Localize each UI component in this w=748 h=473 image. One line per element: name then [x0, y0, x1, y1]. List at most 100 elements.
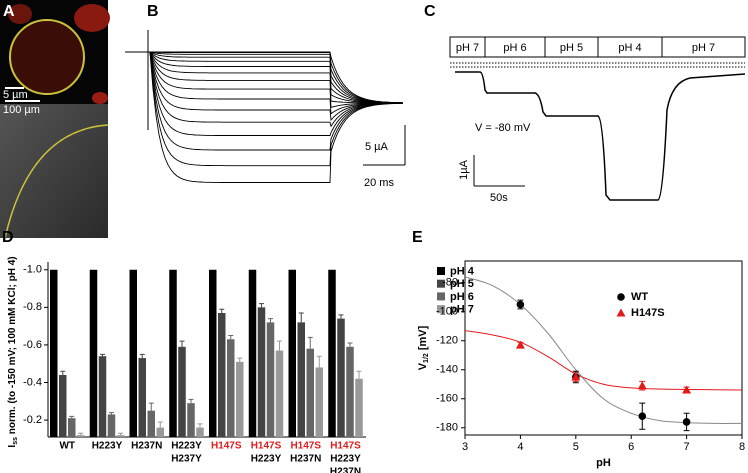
legend-label: H147S	[631, 307, 665, 319]
data-point	[682, 418, 691, 426]
y-axis-label: Iss norm. (to -150 mV; 100 mM KCl; pH 4)	[7, 256, 20, 447]
current-trace	[148, 51, 404, 104]
error-bar	[197, 423, 203, 428]
current-trace	[148, 51, 404, 167]
current-trace	[148, 51, 404, 128]
y-tick-label: -0.4	[23, 376, 42, 388]
legend-swatch	[437, 279, 445, 288]
bar	[187, 403, 195, 437]
legend-label: pH 5	[450, 278, 474, 290]
solution-label: pH 4	[618, 42, 641, 54]
current-trace	[148, 51, 403, 136]
x-tick-label: H223Y	[171, 441, 202, 452]
x-tick-label: WT	[59, 441, 75, 452]
scale-label: 20 ms	[364, 177, 394, 189]
bar	[288, 269, 296, 437]
x-tick-label: H147S	[330, 441, 361, 452]
panel-d: D Iss norm. (to -150 mV; 100 mM KCl; pH 4…	[2, 229, 475, 473]
x-tick-label: H237N	[330, 467, 361, 473]
x-tick-label: H223Y	[251, 454, 282, 465]
scale-label: 5 µm	[3, 89, 28, 101]
error-bar	[277, 340, 282, 351]
current-trace	[148, 51, 403, 115]
voltage-label: V = -80 mV	[475, 122, 531, 134]
panel-label: B	[147, 3, 159, 20]
current-trace	[148, 51, 403, 104]
bar	[266, 322, 275, 437]
bar	[116, 435, 125, 437]
y-tick-label: -80	[442, 277, 458, 289]
data-point	[516, 300, 525, 309]
micrograph	[0, 104, 108, 238]
error-bar	[316, 355, 322, 368]
error-bar	[237, 357, 243, 362]
legend-swatch	[437, 292, 445, 301]
bar	[257, 307, 266, 437]
error-bar	[69, 415, 75, 419]
oocyte-outline	[9, 19, 85, 95]
holding-trace	[125, 30, 149, 130]
bar	[107, 414, 116, 437]
error-bar	[60, 370, 66, 375]
bar	[337, 318, 345, 437]
solution-label: pH 7	[456, 42, 479, 54]
error-bar	[356, 370, 362, 379]
data-point	[637, 381, 647, 390]
x-tick-label: H237Y	[171, 454, 202, 465]
current-trace	[148, 51, 403, 104]
current-trace	[148, 51, 403, 108]
error-bar	[157, 421, 163, 428]
bar	[209, 269, 217, 437]
fit-curve	[464, 330, 743, 391]
y-tick-label: -0.8	[23, 301, 42, 313]
bar	[355, 378, 363, 437]
fit-curve	[464, 276, 743, 424]
x-tick-label: 4	[517, 441, 523, 453]
error-bar	[100, 353, 105, 357]
error-bar	[268, 318, 273, 323]
data-point	[515, 340, 525, 349]
y-tick-label: -1.0	[23, 264, 42, 276]
scale-label: 5 µA	[365, 141, 389, 153]
data-point	[638, 412, 647, 420]
y-axis-label-part: [mV]	[417, 325, 429, 353]
x-tick-label: 3	[462, 441, 468, 453]
x-tick-label: H223Y	[330, 454, 361, 465]
legend-label: pH 4	[450, 265, 475, 277]
y-tick-label: -140	[436, 364, 458, 376]
legend-swatch	[437, 267, 445, 275]
error-bar	[118, 432, 123, 436]
error-bar	[307, 336, 313, 349]
x-tick-label: 8	[739, 441, 745, 453]
y-axis-label-part: ss	[12, 437, 19, 445]
panel-c: C V = -80 mV 1µA 50s pH 7 pH 6 pH 5 pH 4 pH …	[424, 3, 746, 204]
y-axis-label-part: norm. (to -150 mV; 100 mM KCl; pH 4)	[7, 256, 18, 437]
bar	[89, 269, 98, 437]
cell-blob	[92, 92, 108, 104]
solution-label: pH 6	[503, 42, 526, 54]
current-trace	[148, 51, 404, 104]
bar	[129, 269, 137, 437]
y-tick-label: -100	[436, 306, 458, 318]
bar	[227, 339, 235, 437]
y-tick-label: -160	[436, 393, 458, 405]
bar	[77, 435, 85, 437]
error-bar	[259, 303, 264, 308]
y-axis-label-part: V	[417, 362, 429, 370]
x-tick-label: H147S	[211, 441, 242, 452]
bar	[306, 348, 314, 437]
bar	[346, 346, 354, 437]
panel-label: A	[3, 3, 15, 20]
x-tick-label: 7	[684, 441, 690, 453]
y-tick-label: -0.2	[23, 414, 42, 426]
current-trace	[148, 51, 404, 151]
bar	[275, 350, 284, 437]
error-bar	[139, 353, 145, 359]
cell-blob	[74, 4, 110, 32]
x-tick-label: H237N	[290, 454, 321, 465]
error-bar	[338, 314, 344, 319]
current-trace	[148, 51, 403, 104]
error-bar	[219, 308, 225, 313]
error-bar	[347, 342, 353, 347]
